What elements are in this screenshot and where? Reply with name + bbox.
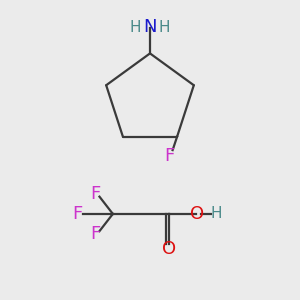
Text: F: F xyxy=(164,147,175,165)
Text: F: F xyxy=(90,225,100,243)
Text: H: H xyxy=(158,20,170,35)
Text: O: O xyxy=(162,240,176,258)
Text: N: N xyxy=(143,18,157,36)
Text: O: O xyxy=(190,205,204,223)
Text: F: F xyxy=(90,185,100,203)
Text: F: F xyxy=(72,205,82,223)
Text: H: H xyxy=(130,20,142,35)
Text: H: H xyxy=(210,206,222,221)
